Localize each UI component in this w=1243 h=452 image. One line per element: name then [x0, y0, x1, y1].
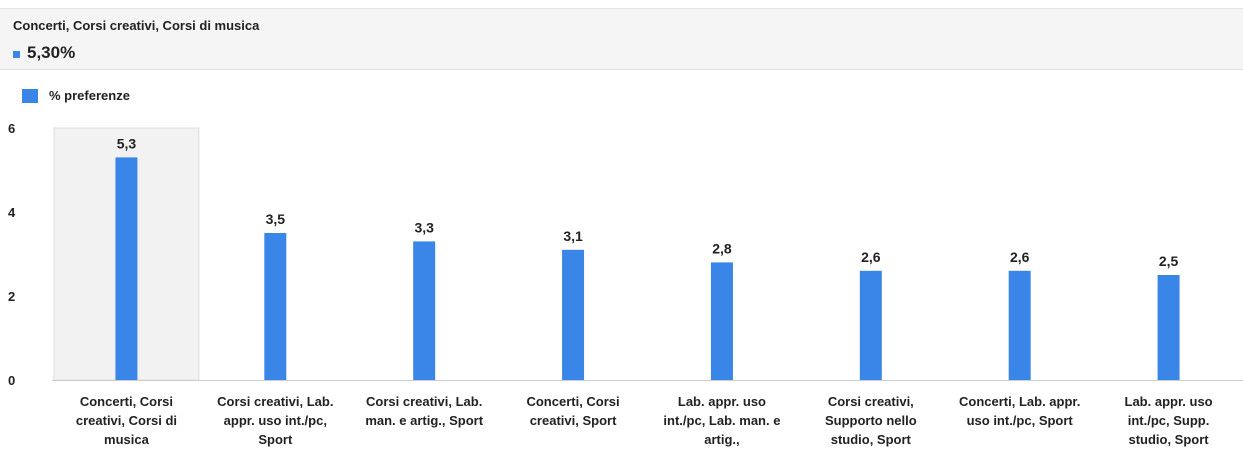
- x-tick-label: Concerti, Corsi creativi, Sport: [526, 394, 620, 428]
- y-tick-label: 6: [8, 121, 15, 136]
- data-label: 3,3: [414, 219, 434, 235]
- legend-swatch: [22, 89, 38, 103]
- bar: [115, 157, 138, 380]
- data-label: 5,3: [117, 135, 137, 151]
- x-tick-label: Lab. appr. uso int./pc, Supp. studio, Sp…: [1124, 394, 1213, 447]
- x-tick-label: Lab. appr. uso int./pc, Lab. man. e arti…: [663, 394, 781, 447]
- data-label: 2,6: [861, 249, 881, 265]
- tooltip-title: Concerti, Corsi creativi, Corsi di music…: [13, 18, 260, 33]
- data-label: 3,1: [563, 228, 583, 244]
- bar: [1157, 275, 1180, 380]
- x-tick-label: Concerti, Lab. appr. uso int./pc, Sport: [959, 394, 1081, 428]
- tooltip-swatch: [13, 51, 20, 58]
- legend-label: % preferenze: [49, 88, 130, 103]
- y-tick-label: 4: [8, 205, 16, 220]
- tooltip-value: 5,30%: [27, 43, 76, 62]
- x-tick-label: Corsi creativi, Supporto nello studio, S…: [824, 394, 917, 447]
- tooltip-header: Concerti, Corsi creativi, Corsi di music…: [0, 8, 1243, 70]
- bar: [1008, 270, 1031, 380]
- bar: [264, 233, 287, 380]
- x-tick-label: Corsi creativi, Lab. man. e artig., Spor…: [365, 394, 484, 428]
- x-tick-label: Concerti, Corsi creativi, Corsi di music…: [75, 394, 178, 447]
- bar: [710, 262, 733, 380]
- y-tick-label: 2: [8, 289, 15, 304]
- data-label: 3,5: [266, 211, 286, 227]
- bar: [859, 270, 882, 380]
- y-tick-label: 0: [8, 373, 15, 388]
- bar: [413, 241, 436, 380]
- data-label: 2,6: [1010, 249, 1030, 265]
- bar: [562, 249, 585, 380]
- x-tick-label: Corsi creativi, Lab. appr. uso int./pc, …: [217, 394, 334, 447]
- data-label: 2,8: [712, 240, 732, 256]
- data-label: 2,5: [1159, 253, 1179, 269]
